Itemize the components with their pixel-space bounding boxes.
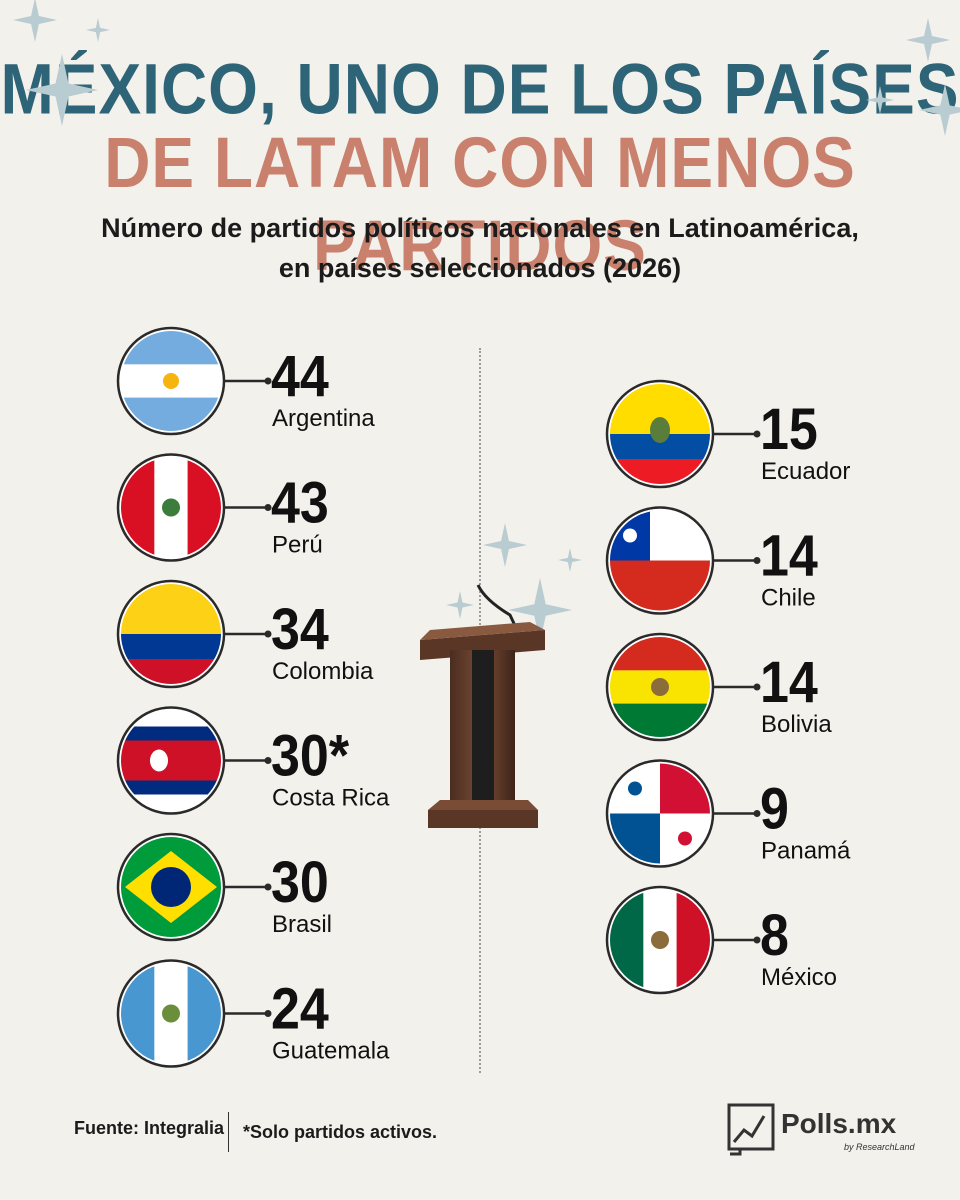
sparkle-icon <box>508 578 572 642</box>
subtitle-line-1: Número de partidos políticos nacionales … <box>101 213 859 243</box>
sparkle-icon <box>919 84 960 136</box>
flag-costa-rica-icon <box>121 710 221 811</box>
value-label: 14 <box>760 649 818 714</box>
connector-dot <box>264 883 272 891</box>
value-label: 43 <box>271 470 329 535</box>
chart-logo-icon <box>727 1103 775 1156</box>
flag-mexico-icon <box>610 890 710 990</box>
subtitle: Número de partidos políticos nacionales … <box>0 208 960 288</box>
country-label: Colombia <box>272 658 374 685</box>
connector-dot <box>264 504 272 511</box>
value-label: 30 <box>271 849 329 914</box>
country-label: Argentina <box>272 405 375 432</box>
connector-dot <box>264 377 272 385</box>
sparkle-icon <box>86 18 110 42</box>
country-label: Panamá <box>761 838 851 865</box>
podium-illustration <box>420 584 545 828</box>
value-label: 14 <box>760 523 818 588</box>
country-label: Ecuador <box>761 458 850 485</box>
sparkle-icon <box>446 591 474 619</box>
value-label: 44 <box>271 343 329 408</box>
flag-ecuador-icon <box>610 384 710 484</box>
sparkle-icon <box>13 0 57 42</box>
country-label: Perú <box>272 532 323 559</box>
flag-colombia-icon <box>121 584 221 684</box>
country-label: Brasil <box>272 911 332 938</box>
brand-name: Polls.mx <box>781 1108 897 1139</box>
connector-dot <box>753 810 761 817</box>
decorative-sparkles <box>13 0 960 642</box>
connector-dot <box>753 430 761 438</box>
value-label: 30* <box>271 723 350 788</box>
title-line-1: MÉXICO, UNO DE LOS PAÍSES <box>0 48 960 130</box>
flag-chile-icon <box>610 510 710 611</box>
flag-guatemala-icon <box>121 963 221 1064</box>
value-label: 24 <box>271 976 329 1041</box>
row-costa-rica: 30*Costa Rica <box>116 706 390 815</box>
value-label: 9 <box>760 776 789 841</box>
value-label: 34 <box>271 596 329 661</box>
brand-subtext: by ResearchLand <box>844 1142 915 1152</box>
footnote-text: *Solo partidos activos. <box>243 1122 438 1142</box>
flag-brasil-icon <box>121 837 221 937</box>
title-line-2: DE LATAM CON MENOS PARTIDOS <box>104 122 856 286</box>
sparkle-icon <box>558 548 582 572</box>
country-label: Guatemala <box>272 1038 390 1065</box>
value-label: 8 <box>760 902 789 967</box>
sparkle-icon <box>906 18 950 62</box>
connector-dot <box>753 683 761 691</box>
source-text: Fuente: Integralia <box>74 1118 225 1138</box>
sparkle-icon <box>26 54 98 126</box>
connector-dot <box>753 557 761 564</box>
brand-logo: Polls.mx by ResearchLand <box>726 1102 926 1162</box>
connector-dot <box>264 757 272 764</box>
country-label: Bolivia <box>761 711 832 738</box>
sparkle-icon <box>866 86 894 114</box>
subtitle-line-2: en países seleccionados (2026) <box>278 253 682 283</box>
country-label: Chile <box>761 585 816 612</box>
country-label: México <box>761 964 837 991</box>
flag-panama-icon <box>610 763 710 864</box>
flag-peru-icon <box>121 457 221 558</box>
connector-dot <box>264 630 272 638</box>
footer-separator <box>228 1112 229 1152</box>
flag-bolivia-icon <box>610 637 710 737</box>
sparkle-icon <box>483 523 527 567</box>
flag-argentina-icon <box>121 331 221 431</box>
value-label: 15 <box>760 396 818 461</box>
connector-dot <box>264 1010 272 1017</box>
country-label: Costa Rica <box>272 785 390 812</box>
connector-dot <box>753 936 761 944</box>
